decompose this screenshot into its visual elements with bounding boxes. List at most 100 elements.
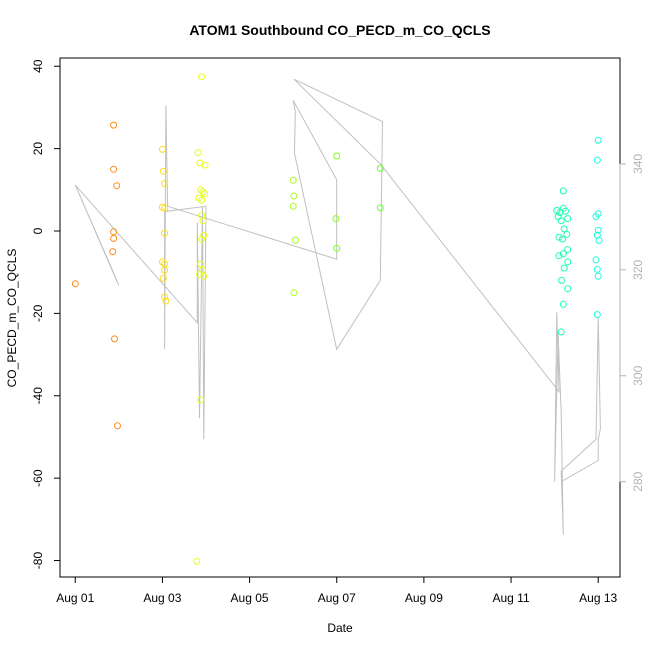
data-point — [200, 231, 208, 239]
data-point — [158, 258, 166, 266]
data-point — [563, 230, 571, 238]
data-point — [196, 270, 203, 278]
data-point — [109, 248, 117, 256]
data-point — [197, 396, 205, 404]
y2-tick-label: 280 — [631, 471, 645, 491]
data-point — [113, 182, 121, 190]
plot-frame — [59, 57, 621, 578]
y-axis: -80 -60 -40 -20 0 20 40 — [31, 59, 61, 570]
x-tick-label: Aug 03 — [143, 591, 181, 605]
data-point — [560, 264, 568, 272]
data-point — [564, 258, 572, 266]
data-point — [291, 236, 299, 244]
data-point — [159, 167, 167, 175]
data-point — [111, 335, 118, 343]
data-point — [564, 215, 572, 223]
data-point — [71, 280, 79, 288]
y-tick-label: 0 — [31, 227, 45, 234]
chart-title: ATOM1 Southbound CO_PECD_m_CO_QCLS — [189, 22, 490, 38]
data-point — [564, 246, 572, 253]
data-point — [159, 274, 167, 282]
data-point — [161, 266, 169, 274]
data-point — [332, 215, 340, 223]
x-tick-label: Aug 01 — [56, 591, 94, 605]
data-point — [110, 121, 118, 129]
x-tick-label: Aug 05 — [231, 591, 269, 605]
secondary-series-line — [74, 78, 601, 535]
data-point — [289, 176, 297, 184]
data-point — [555, 233, 563, 241]
data-point — [110, 234, 118, 242]
y-tick-label: -40 — [31, 387, 45, 405]
data-point — [110, 165, 118, 173]
series-group — [71, 121, 121, 430]
data-point — [198, 235, 206, 243]
data-point — [197, 186, 205, 194]
data-point — [562, 207, 569, 215]
data-point — [110, 228, 118, 236]
data-point — [199, 217, 207, 225]
y2-tick-label: 340 — [631, 154, 645, 174]
data-point — [559, 235, 566, 243]
y-tick-label: -80 — [31, 552, 45, 570]
data-point — [559, 250, 567, 258]
y2-tick-label: 320 — [631, 260, 645, 280]
data-point — [594, 226, 602, 234]
data-point — [162, 297, 170, 305]
data-point — [560, 225, 568, 233]
x-tick-label: Aug 07 — [318, 591, 356, 605]
data-point — [559, 300, 567, 308]
data-point — [290, 289, 298, 297]
data-point — [557, 328, 565, 336]
data-point — [559, 187, 567, 195]
data-point — [161, 180, 169, 188]
y2-axis-right: 280 300 320 340 — [619, 154, 645, 492]
y-tick-label: -20 — [31, 304, 45, 322]
data-point — [201, 161, 209, 169]
data-point — [593, 156, 601, 164]
data-point — [194, 149, 202, 157]
x-tick-label: Aug 13 — [579, 591, 617, 605]
data-point — [158, 145, 166, 153]
data-point — [290, 192, 298, 200]
y2-tick-label: 300 — [631, 365, 645, 385]
data-point — [593, 265, 601, 273]
data-point — [558, 276, 566, 284]
data-point — [161, 293, 169, 301]
data-point — [555, 252, 563, 260]
data-point — [161, 204, 169, 212]
data-point — [593, 311, 601, 319]
data-point — [557, 217, 565, 225]
data-point — [376, 164, 384, 172]
data-point — [594, 136, 602, 144]
data-point — [198, 196, 206, 204]
data-point — [594, 272, 602, 280]
data-point — [201, 190, 209, 198]
data-point — [200, 272, 208, 280]
series-group — [289, 176, 299, 297]
x-axis-label: Date — [327, 621, 353, 635]
y-tick-label: 20 — [31, 142, 45, 156]
series-group — [376, 164, 384, 212]
data-point — [114, 422, 121, 430]
series-group — [193, 73, 209, 565]
data-point — [193, 557, 201, 565]
data-point — [161, 229, 169, 237]
data-point — [333, 244, 341, 252]
secondary-line-layer — [74, 78, 601, 535]
series-group — [158, 145, 170, 305]
y-tick-label: -60 — [31, 469, 45, 487]
points-layer — [71, 73, 603, 565]
series-group — [592, 136, 603, 319]
data-point — [592, 256, 600, 264]
x-axis: Aug 01 Aug 03 Aug 05 Aug 07 Aug 09 Aug 11 Aug … — [56, 576, 618, 605]
data-point — [199, 188, 207, 196]
y-tick-label: 40 — [31, 59, 45, 73]
data-point — [592, 213, 600, 221]
data-point — [289, 202, 297, 210]
data-point — [564, 285, 572, 293]
series-group — [332, 152, 341, 252]
data-point — [595, 237, 603, 244]
data-point — [333, 152, 341, 160]
